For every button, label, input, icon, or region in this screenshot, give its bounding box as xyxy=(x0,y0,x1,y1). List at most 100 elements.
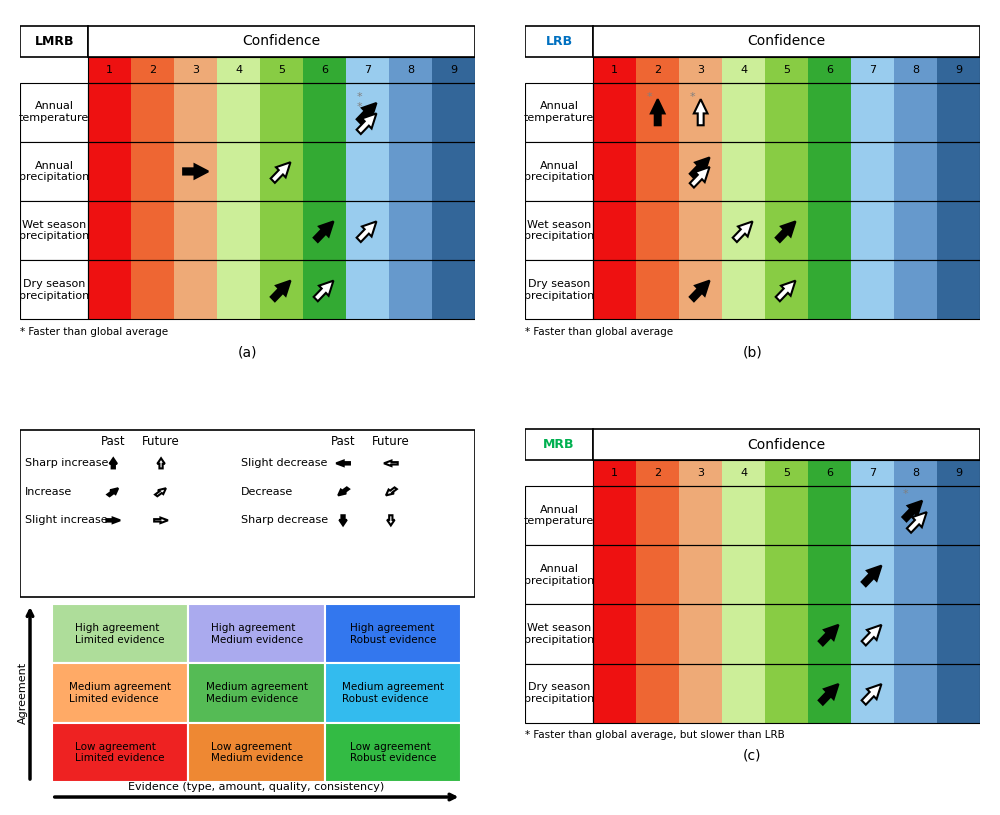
Text: *: * xyxy=(690,91,695,102)
Polygon shape xyxy=(387,515,395,526)
Text: Slight decrease: Slight decrease xyxy=(241,458,327,469)
Bar xyxy=(346,56,389,82)
Polygon shape xyxy=(271,162,290,183)
Bar xyxy=(593,260,980,319)
Bar xyxy=(260,260,303,319)
Bar xyxy=(679,663,722,723)
Text: Wet season
precipitation: Wet season precipitation xyxy=(524,220,594,241)
Bar xyxy=(894,605,937,663)
Text: *: * xyxy=(647,91,652,102)
Text: Medium agreement
Medium evidence: Medium agreement Medium evidence xyxy=(206,682,308,704)
Bar xyxy=(636,201,679,260)
Bar xyxy=(131,82,174,142)
Text: Dry season
precipitation: Dry season precipitation xyxy=(19,279,89,301)
Polygon shape xyxy=(314,222,333,242)
Bar xyxy=(636,663,679,723)
Bar xyxy=(260,142,303,201)
Bar xyxy=(174,142,217,201)
Bar xyxy=(679,56,722,82)
Text: High agreement
Medium evidence: High agreement Medium evidence xyxy=(211,623,303,645)
Bar xyxy=(808,663,851,723)
Text: Annual
temperature: Annual temperature xyxy=(524,101,594,123)
Bar xyxy=(765,56,808,82)
Text: 2: 2 xyxy=(654,64,661,75)
Bar xyxy=(679,486,722,545)
Text: Medium agreement
Robust evidence: Medium agreement Robust evidence xyxy=(342,682,444,704)
Bar xyxy=(593,142,636,201)
Bar xyxy=(593,663,636,723)
Bar xyxy=(88,201,131,260)
Bar xyxy=(851,260,894,319)
Bar xyxy=(722,201,765,260)
Text: Increase: Increase xyxy=(25,487,72,497)
Bar xyxy=(765,82,808,142)
Polygon shape xyxy=(357,113,376,134)
Text: 6: 6 xyxy=(826,64,833,75)
Text: 1: 1 xyxy=(106,64,113,75)
Text: Low agreement
Medium evidence: Low agreement Medium evidence xyxy=(211,742,303,763)
Bar xyxy=(593,260,636,319)
Bar xyxy=(188,663,325,723)
Text: 8: 8 xyxy=(912,64,919,75)
Bar xyxy=(525,142,593,201)
Polygon shape xyxy=(862,684,881,705)
Bar xyxy=(88,142,475,201)
Text: 8: 8 xyxy=(407,64,414,75)
Bar xyxy=(88,142,131,201)
Bar xyxy=(131,201,174,260)
Polygon shape xyxy=(819,684,838,705)
Bar xyxy=(679,201,722,260)
Bar xyxy=(20,430,475,597)
Bar xyxy=(52,723,188,782)
Bar xyxy=(636,486,679,545)
Bar xyxy=(765,142,808,201)
Bar xyxy=(260,82,303,142)
Bar xyxy=(174,201,217,260)
Bar xyxy=(174,56,217,82)
Bar xyxy=(20,260,88,319)
Bar xyxy=(88,82,131,142)
Bar xyxy=(851,486,894,545)
Bar xyxy=(217,56,260,82)
Bar xyxy=(432,142,475,201)
Text: (c): (c) xyxy=(743,749,762,763)
Bar xyxy=(52,663,188,723)
Bar xyxy=(217,201,260,260)
Text: Wet season
precipitation: Wet season precipitation xyxy=(19,220,89,241)
Bar xyxy=(894,460,937,486)
Text: Annual
precipitation: Annual precipitation xyxy=(524,161,594,183)
Text: 9: 9 xyxy=(450,64,457,75)
Bar xyxy=(722,142,765,201)
Text: 1: 1 xyxy=(611,64,618,75)
Polygon shape xyxy=(690,280,710,302)
Bar xyxy=(722,460,765,486)
Bar xyxy=(325,604,461,663)
Bar xyxy=(937,82,980,142)
Text: Confidence: Confidence xyxy=(748,438,826,452)
Bar xyxy=(217,82,260,142)
Bar xyxy=(593,56,636,82)
Text: Future: Future xyxy=(372,435,410,448)
Polygon shape xyxy=(107,488,118,496)
Bar xyxy=(765,201,808,260)
Bar xyxy=(722,486,765,545)
Bar xyxy=(432,260,475,319)
Bar xyxy=(765,260,808,319)
Bar xyxy=(525,430,593,460)
Text: Medium agreement
Limited evidence: Medium agreement Limited evidence xyxy=(69,682,171,704)
Bar xyxy=(937,486,980,545)
Bar xyxy=(636,605,679,663)
Bar xyxy=(525,82,593,142)
Bar xyxy=(593,56,980,82)
Polygon shape xyxy=(776,222,795,242)
Polygon shape xyxy=(157,458,165,469)
Bar xyxy=(20,26,88,56)
Bar xyxy=(851,201,894,260)
Text: Sharp increase: Sharp increase xyxy=(25,458,108,469)
Bar xyxy=(808,545,851,605)
Bar xyxy=(432,56,475,82)
Bar xyxy=(303,260,346,319)
Bar xyxy=(20,82,88,142)
Bar xyxy=(937,201,980,260)
Bar xyxy=(525,260,593,319)
